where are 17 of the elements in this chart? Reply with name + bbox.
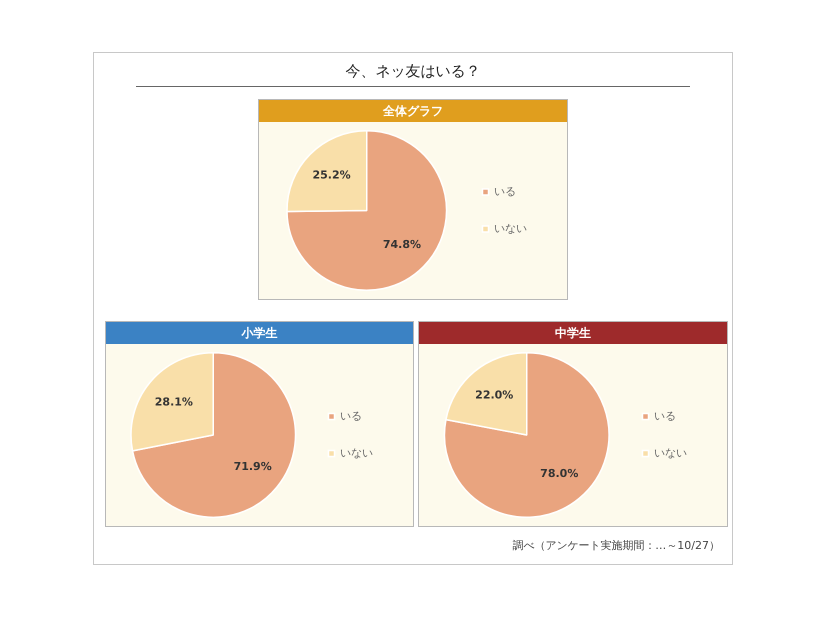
chart-subtitle: 全体グラフ (259, 100, 567, 122)
data-label: 74.8% (382, 238, 422, 252)
text: 調べ（アンケート実施期間：…～10/27） (512, 538, 720, 553)
legend-label: いない (340, 446, 373, 460)
legend-label: いる (494, 184, 516, 198)
data-label: 25.2% (312, 168, 351, 182)
legend-label: いない (494, 222, 527, 235)
legend-label: いる (340, 409, 362, 422)
data-label: 28.1% (154, 395, 193, 408)
chart-subtitle: 中学生 (419, 322, 727, 344)
legend-label: いる (654, 409, 676, 422)
data-label: 78.0% (540, 467, 578, 480)
chart-title: 今、ネッ友はいる？ (136, 62, 690, 87)
legend-label: いない (654, 446, 687, 460)
data-label: 71.9% (234, 460, 272, 474)
chart-subtitle: 小学生 (106, 322, 413, 344)
data-label: 22.0% (475, 388, 514, 402)
